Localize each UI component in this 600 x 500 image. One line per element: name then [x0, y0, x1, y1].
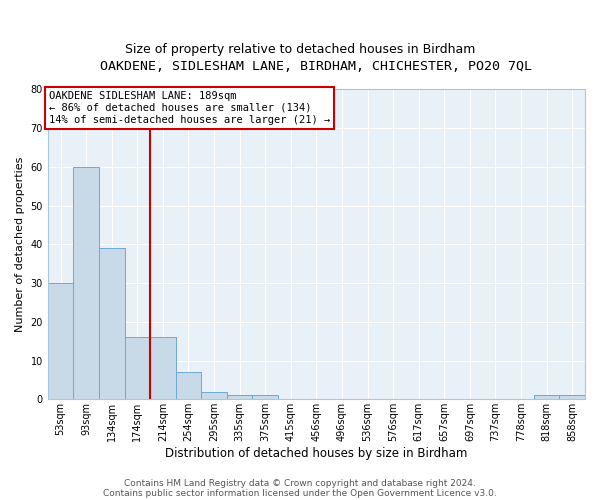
Bar — [73, 167, 99, 400]
Bar — [227, 396, 253, 400]
Text: Size of property relative to detached houses in Birdham: Size of property relative to detached ho… — [125, 42, 475, 56]
Bar — [125, 338, 150, 400]
Text: Contains public sector information licensed under the Open Government Licence v3: Contains public sector information licen… — [103, 488, 497, 498]
Bar — [176, 372, 201, 400]
Bar — [150, 338, 176, 400]
Bar — [253, 396, 278, 400]
Bar — [534, 396, 559, 400]
Bar — [48, 283, 73, 400]
Bar — [201, 392, 227, 400]
Y-axis label: Number of detached properties: Number of detached properties — [15, 156, 25, 332]
X-axis label: Distribution of detached houses by size in Birdham: Distribution of detached houses by size … — [165, 447, 467, 460]
Bar — [99, 248, 125, 400]
Text: OAKDENE SIDLESHAM LANE: 189sqm
← 86% of detached houses are smaller (134)
14% of: OAKDENE SIDLESHAM LANE: 189sqm ← 86% of … — [49, 92, 331, 124]
Title: OAKDENE, SIDLESHAM LANE, BIRDHAM, CHICHESTER, PO20 7QL: OAKDENE, SIDLESHAM LANE, BIRDHAM, CHICHE… — [100, 60, 532, 73]
Bar — [559, 396, 585, 400]
Text: Contains HM Land Registry data © Crown copyright and database right 2024.: Contains HM Land Registry data © Crown c… — [124, 478, 476, 488]
